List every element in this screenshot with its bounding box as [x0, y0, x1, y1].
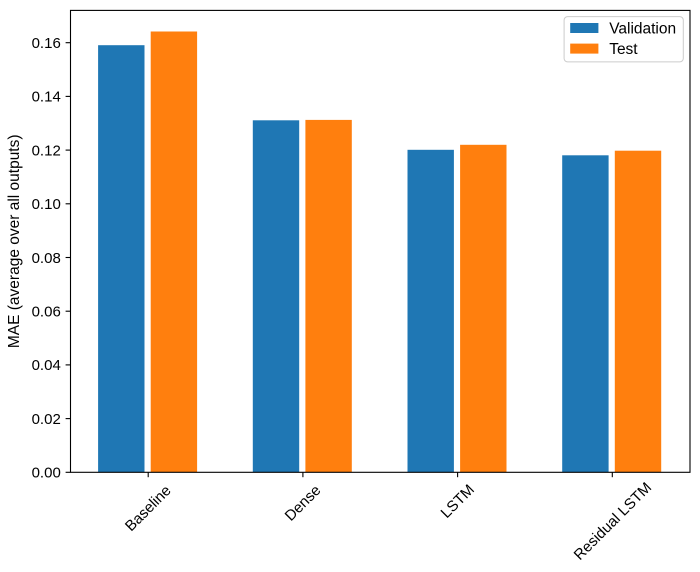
svg-text:0.16: 0.16	[32, 35, 61, 52]
svg-text:0.10: 0.10	[32, 196, 61, 213]
svg-text:Test: Test	[609, 41, 638, 58]
svg-text:0.00: 0.00	[32, 465, 61, 482]
svg-text:0.02: 0.02	[32, 411, 61, 428]
svg-text:0.14: 0.14	[32, 89, 61, 106]
svg-text:Validation: Validation	[609, 21, 676, 38]
svg-text:MAE (average over all outputs): MAE (average over all outputs)	[6, 134, 23, 348]
svg-text:0.08: 0.08	[32, 250, 61, 267]
svg-text:0.06: 0.06	[32, 304, 61, 321]
svg-text:0.04: 0.04	[32, 357, 61, 374]
svg-text:0.12: 0.12	[32, 142, 61, 159]
